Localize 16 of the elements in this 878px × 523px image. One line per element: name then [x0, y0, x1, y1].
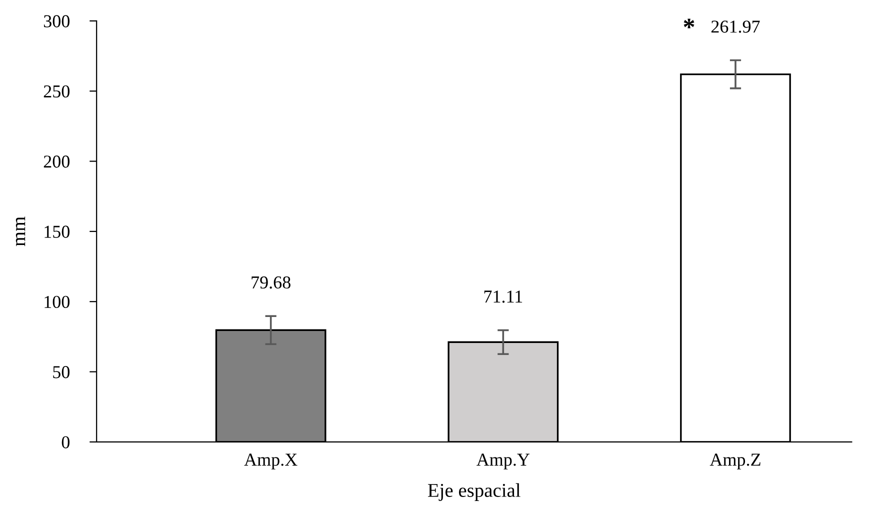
y-tick-label: 100 [44, 296, 70, 308]
x-axis-title: Eje espacial [428, 483, 520, 501]
x-tick-label: Amp.Z [710, 454, 760, 470]
annotation: * [684, 18, 694, 28]
y-tick-label: 0 [62, 436, 70, 448]
y-axis-title: mm [16, 216, 26, 246]
data-label: 261.97 [711, 20, 760, 33]
data-label: 71.11 [484, 290, 522, 303]
x-tick-label: Amp.X [244, 454, 298, 470]
y-tick-label: 250 [44, 85, 70, 98]
y-tick-label: 300 [44, 15, 70, 28]
y-tick-label: 200 [44, 156, 70, 168]
y-tick-label: 150 [44, 226, 70, 238]
y-tick-label: 50 [53, 366, 70, 378]
x-tick-label: Amp.Y [476, 454, 530, 470]
data-label: 79.68 [252, 276, 290, 289]
